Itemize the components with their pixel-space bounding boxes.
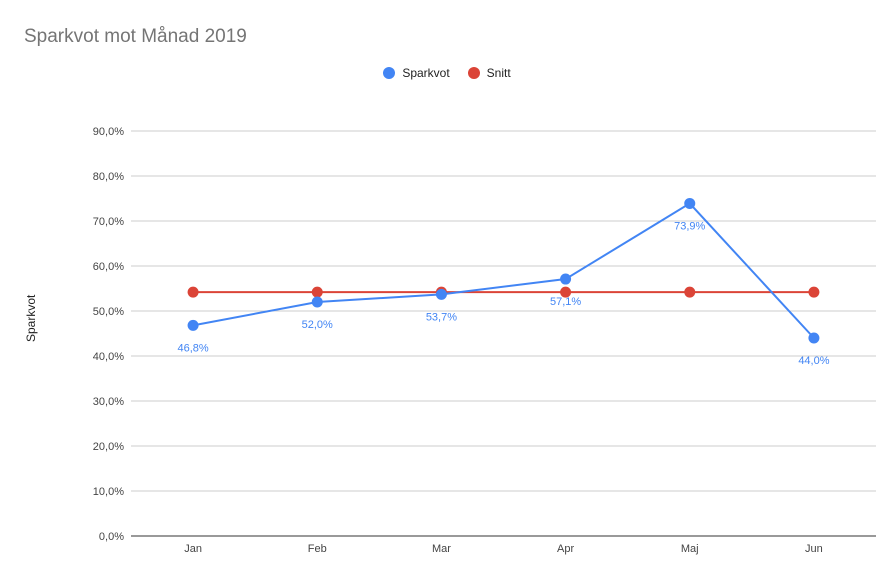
- y-tick-label: 30,0%: [93, 396, 124, 408]
- legend-item-snitt[interactable]: Snitt: [467, 66, 511, 80]
- data-label: 52,0%: [302, 319, 333, 331]
- y-tick-label: 40,0%: [93, 351, 124, 363]
- data-point-snitt: [684, 286, 696, 298]
- legend: Sparkvot Snitt: [0, 66, 894, 80]
- series-line-sparkvot: [192, 202, 815, 339]
- y-tick-label: 50,0%: [93, 306, 124, 318]
- data-point-snitt: [187, 286, 199, 298]
- y-tick-label: 10,0%: [93, 486, 124, 498]
- data-point-sparkvot: [684, 197, 696, 209]
- data-point-snitt: [808, 286, 820, 298]
- x-tick-label: Apr: [557, 543, 574, 555]
- legend-item-sparkvot[interactable]: Sparkvot: [383, 66, 450, 80]
- data-label: 44,0%: [798, 355, 829, 367]
- y-tick-label: 90,0%: [93, 126, 124, 138]
- chart-title: Sparkvot mot Månad 2019: [24, 26, 247, 47]
- legend-label-snitt: Snitt: [486, 66, 511, 80]
- y-tick-label: 70,0%: [93, 216, 124, 228]
- data-label: 46,8%: [177, 342, 208, 354]
- y-tick-label: 20,0%: [93, 441, 124, 453]
- data-point-sparkvot: [435, 288, 447, 300]
- x-tick-label: Jun: [805, 543, 823, 555]
- data-point-sparkvot: [187, 319, 199, 331]
- data-point-snitt: [311, 286, 323, 298]
- legend-label-sparkvot: Sparkvot: [402, 66, 450, 80]
- x-tick-label: Feb: [308, 543, 327, 555]
- data-label: 73,9%: [674, 220, 705, 232]
- legend-swatch-snitt: [467, 67, 480, 79]
- data-label: 53,7%: [426, 311, 457, 323]
- y-tick-label: 60,0%: [93, 261, 124, 273]
- data-point-sparkvot: [560, 273, 572, 285]
- data-point-snitt: [560, 286, 572, 298]
- x-tick-label: Maj: [681, 543, 699, 555]
- data-point-sparkvot: [808, 332, 820, 344]
- x-tick-label: Mar: [432, 543, 451, 555]
- x-tick-label: Jan: [184, 543, 202, 555]
- legend-swatch-sparkvot: [383, 67, 396, 79]
- y-tick-label: 80,0%: [93, 171, 124, 183]
- data-label: 57,1%: [550, 296, 581, 308]
- data-point-sparkvot: [311, 296, 323, 308]
- y-tick-label: 0,0%: [99, 531, 124, 543]
